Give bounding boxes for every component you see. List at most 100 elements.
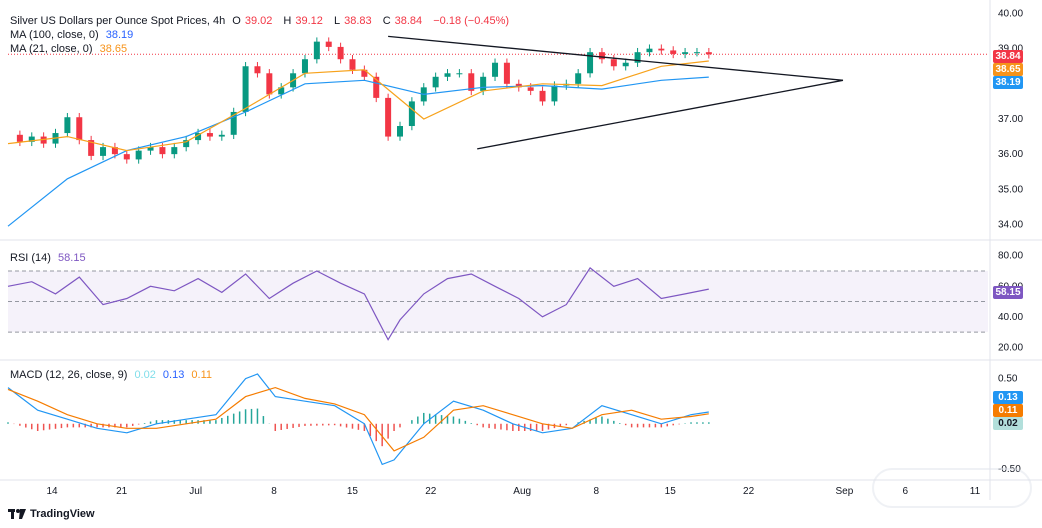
- candle-body: [28, 136, 35, 142]
- candle-body: [587, 52, 594, 74]
- x-axis-tick: 22: [425, 486, 437, 497]
- watermark-logo: [872, 468, 1032, 508]
- macd-tag-2: 0.11: [993, 404, 1023, 417]
- candle-body: [598, 52, 605, 60]
- price-axis-tick: 37.00: [998, 114, 1023, 125]
- x-axis-tick: 21: [116, 486, 128, 497]
- candle-body: [183, 140, 190, 148]
- candle-body: [313, 41, 320, 60]
- candle-body: [325, 41, 332, 47]
- x-axis-tick: 14: [46, 486, 58, 497]
- macd-legend: MACD (12, 26, close, 9) 0.02 0.13 0.11: [10, 368, 216, 382]
- signal-line: [7, 386, 709, 452]
- candle-body: [147, 147, 154, 151]
- ma21-legend: MA (21, close, 0) 38.65: [10, 42, 131, 56]
- candle-body: [349, 59, 356, 70]
- candle-body: [503, 62, 510, 84]
- candle-body: [64, 117, 71, 134]
- candle-body: [444, 73, 451, 77]
- candle-body: [492, 62, 499, 77]
- rsi-value: 58.15: [58, 252, 86, 264]
- rsi-legend: RSI (14) 58.15: [10, 251, 90, 265]
- footer-brand: TradingView: [8, 508, 95, 520]
- candle-body: [385, 97, 392, 137]
- rsi-axis-tick: 80.00: [998, 251, 1023, 262]
- candle-body: [682, 52, 689, 54]
- candle-body: [171, 147, 178, 155]
- candle-body: [527, 87, 534, 91]
- ohlc-low: L 38.83: [333, 15, 372, 27]
- candle-body: [16, 134, 23, 142]
- candle-body: [634, 52, 641, 63]
- macd-axis-tick: 0.50: [998, 374, 1018, 385]
- macd-tag-3: 0.02: [993, 417, 1023, 430]
- candle-body: [123, 154, 130, 160]
- x-axis-tick: Aug: [513, 486, 531, 497]
- ma21-value: 38.65: [99, 43, 128, 55]
- candle-body: [337, 46, 344, 60]
- candle-body: [539, 90, 546, 102]
- rsi-axis-tick: 40.00: [998, 312, 1023, 323]
- tradingview-logo-icon: [8, 509, 26, 519]
- candle-body: [408, 101, 415, 127]
- ma21-label: MA (21, close, 0): [10, 43, 93, 55]
- macd-label: MACD (12, 26, close, 9): [10, 369, 128, 381]
- price-legend: Silver US Dollars per Ounce Spot Prices,…: [10, 14, 513, 28]
- candle-body: [610, 59, 617, 67]
- x-axis-tick: Jul: [189, 486, 202, 497]
- price-axis-tick: 36.00: [998, 149, 1023, 160]
- candle-body: [159, 147, 166, 155]
- ma100-legend: MA (100, close, 0) 38.19: [10, 28, 137, 42]
- candle-body: [111, 147, 118, 155]
- candle-body: [705, 52, 712, 55]
- macd-line: [7, 373, 709, 466]
- macd-tag-1: 0.13: [993, 391, 1023, 404]
- candle-body: [206, 133, 213, 137]
- ohlc-high: H 39.12: [283, 15, 323, 27]
- rsi-tag: 58.15: [993, 286, 1023, 299]
- price-tag-ma21: 38.65: [993, 63, 1023, 76]
- x-axis-tick: Sep: [835, 486, 853, 497]
- ohlc-open: O 39.02: [232, 15, 273, 27]
- macd-value-2: 0.13: [162, 369, 185, 381]
- brand-name: TradingView: [30, 508, 95, 520]
- candle-body: [646, 48, 653, 53]
- candle-body: [278, 87, 285, 95]
- macd-value-1: 0.02: [134, 369, 156, 381]
- candle-body: [361, 69, 368, 77]
- upper-trendline: [388, 35, 844, 81]
- x-axis-tick: 8: [593, 486, 599, 497]
- rsi-label: RSI (14): [10, 252, 51, 264]
- candle-body: [100, 147, 107, 156]
- chart-title: Silver US Dollars per Ounce Spot Prices,…: [10, 15, 226, 27]
- x-axis-tick: 6: [903, 486, 909, 497]
- price-axis-tick: 40.00: [998, 9, 1023, 20]
- candle-body: [242, 66, 249, 112]
- candle-body: [40, 136, 47, 144]
- candle-body: [468, 73, 475, 91]
- rsi-line: [7, 267, 709, 341]
- candle-body: [135, 150, 142, 160]
- candle-body: [195, 133, 202, 141]
- x-axis-tick: 22: [743, 486, 755, 497]
- candle-body: [515, 83, 522, 88]
- candle-body: [575, 73, 582, 84]
- candle-body: [301, 59, 308, 74]
- x-axis-tick: 11: [970, 486, 981, 497]
- candle-body: [551, 85, 558, 102]
- candle-body: [670, 50, 677, 54]
- price-axis-tick: 35.00: [998, 184, 1023, 195]
- candle-body: [266, 73, 273, 95]
- ohlc-close: C 38.84: [382, 15, 423, 27]
- candle-body: [373, 76, 380, 98]
- candle-body: [693, 52, 700, 54]
- candle-body: [622, 62, 629, 67]
- candle-body: [76, 117, 83, 141]
- lower-trendline: [477, 79, 844, 150]
- candle-body: [456, 73, 463, 75]
- price-tag-close: 38.84: [993, 50, 1023, 63]
- candle-body: [480, 76, 487, 91]
- candle-body: [432, 76, 439, 88]
- ma100-value: 38.19: [105, 29, 134, 41]
